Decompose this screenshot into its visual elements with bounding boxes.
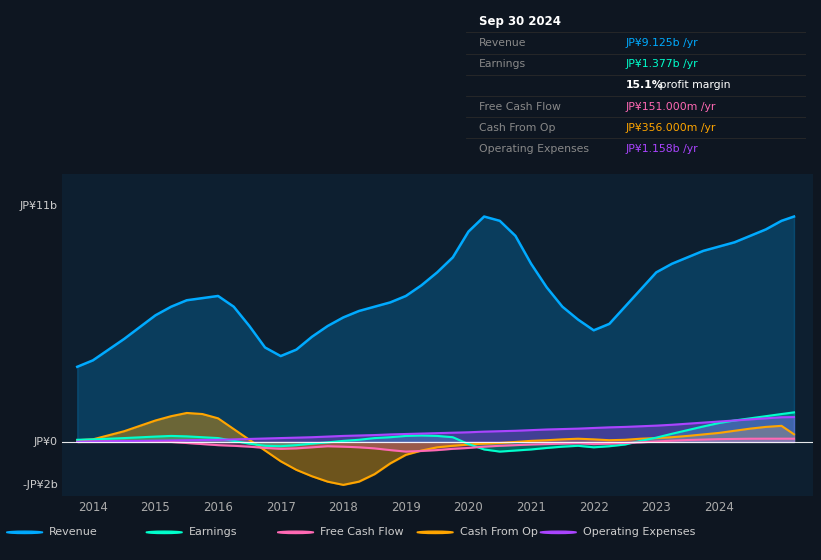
Text: JP¥151.000m /yr: JP¥151.000m /yr xyxy=(626,101,716,111)
Circle shape xyxy=(146,531,182,534)
Text: Sep 30 2024: Sep 30 2024 xyxy=(479,15,561,29)
Text: Cash From Op: Cash From Op xyxy=(460,528,538,538)
Text: 15.1%: 15.1% xyxy=(626,81,663,90)
Text: Free Cash Flow: Free Cash Flow xyxy=(320,528,404,538)
Text: JP¥0: JP¥0 xyxy=(34,437,57,447)
Text: Operating Expenses: Operating Expenses xyxy=(583,528,695,538)
Text: profit margin: profit margin xyxy=(656,81,731,90)
Text: Free Cash Flow: Free Cash Flow xyxy=(479,101,561,111)
Text: JP¥1.377b /yr: JP¥1.377b /yr xyxy=(626,59,699,69)
Circle shape xyxy=(277,531,314,534)
Text: JP¥9.125b /yr: JP¥9.125b /yr xyxy=(626,38,699,48)
Text: Revenue: Revenue xyxy=(49,528,98,538)
Text: Operating Expenses: Operating Expenses xyxy=(479,144,589,154)
Circle shape xyxy=(417,531,453,534)
Text: JP¥1.158b /yr: JP¥1.158b /yr xyxy=(626,144,699,154)
Text: Revenue: Revenue xyxy=(479,38,526,48)
Text: Earnings: Earnings xyxy=(189,528,237,538)
Text: Earnings: Earnings xyxy=(479,59,526,69)
Text: Cash From Op: Cash From Op xyxy=(479,123,556,133)
Text: JP¥356.000m /yr: JP¥356.000m /yr xyxy=(626,123,716,133)
Text: -JP¥2b: -JP¥2b xyxy=(22,480,57,490)
Circle shape xyxy=(540,531,576,534)
Text: JP¥11b: JP¥11b xyxy=(20,201,57,211)
Circle shape xyxy=(7,531,43,534)
